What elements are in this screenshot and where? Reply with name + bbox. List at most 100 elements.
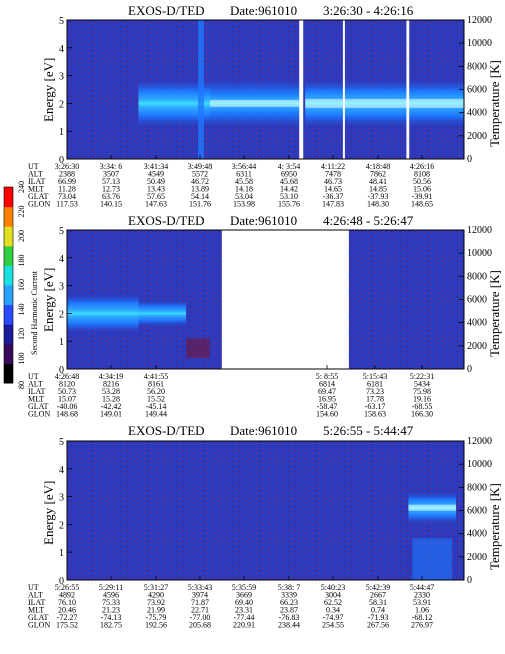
table-cell: 4892 bbox=[59, 591, 75, 600]
ytick-label: 2 bbox=[59, 99, 64, 110]
table-cell: 6181 bbox=[367, 380, 383, 389]
y2tick-label: 2000 bbox=[467, 131, 487, 142]
table-row-label: GLAT bbox=[28, 192, 49, 201]
table-cell: 148.68 bbox=[56, 410, 78, 419]
table-cell: 4: 3:54 bbox=[278, 162, 300, 171]
colorbar-swatch bbox=[4, 285, 13, 306]
colorbar-tick-label: 200 bbox=[17, 230, 26, 242]
panel-2-ylabel: Energy [eV] bbox=[41, 268, 56, 332]
panel-3-ylabel: Energy [eV] bbox=[41, 481, 56, 545]
table-cell: 151.76 bbox=[189, 200, 211, 209]
table-cell: 0.74 bbox=[371, 606, 385, 615]
data-gap bbox=[342, 19, 345, 159]
ytick-label: 3 bbox=[59, 282, 64, 293]
table-cell: 148.65 bbox=[411, 200, 433, 209]
ytick-label: 1 bbox=[59, 548, 64, 559]
colorbar-tick-label: 80 bbox=[17, 381, 26, 389]
panel-2-y2label: Temperature [K] bbox=[487, 270, 502, 357]
energy-band-peak bbox=[408, 504, 457, 511]
table-cell: 5:26:55 bbox=[55, 583, 79, 592]
table-cell: 71.87 bbox=[191, 598, 209, 607]
table-cell: 17.78 bbox=[366, 395, 384, 404]
colorbar-tick-label: 140 bbox=[17, 304, 26, 316]
table-cell: 4:41:55 bbox=[144, 372, 168, 381]
table-row-label: ILAT bbox=[28, 177, 45, 186]
ytick-label: 2 bbox=[59, 309, 64, 320]
y2tick-label: 2000 bbox=[467, 341, 487, 352]
table-cell: 3004 bbox=[325, 591, 341, 600]
table-cell: 3:34: 6 bbox=[100, 162, 122, 171]
table-cell: -42.42 bbox=[101, 402, 122, 411]
table-cell: 158.63 bbox=[364, 410, 386, 419]
table-cell: 238.44 bbox=[278, 621, 300, 630]
table-row-label: ALT bbox=[28, 380, 43, 389]
table-cell: 4:18:48 bbox=[366, 162, 390, 171]
y2tick-label: 12000 bbox=[467, 15, 492, 26]
table-cell: 5:44:47 bbox=[410, 583, 434, 592]
ytick-label: 0 bbox=[59, 365, 64, 376]
table-cell: 267.56 bbox=[367, 621, 389, 630]
ytick-label: 5 bbox=[59, 437, 64, 448]
panel-2: EXOS-D/TED Date:961010 4:26:48 - 5:26:47… bbox=[28, 213, 502, 419]
table-cell: -37.93 bbox=[368, 192, 389, 201]
table-cell: 5:42:39 bbox=[366, 583, 390, 592]
table-row-label: GLON bbox=[28, 621, 50, 630]
y2tick-label: 4000 bbox=[467, 318, 487, 329]
y2tick-label: 4000 bbox=[467, 529, 487, 540]
colorbar-tick-label: 180 bbox=[17, 255, 26, 267]
ytick-label: 0 bbox=[59, 155, 64, 166]
panel-3-plot-area bbox=[67, 441, 464, 580]
table-cell: 5:40:23 bbox=[321, 583, 345, 592]
table-cell: 53.91 bbox=[413, 598, 431, 607]
dark-patch bbox=[186, 338, 210, 358]
table-cell: 46.73 bbox=[324, 177, 342, 186]
y2tick-label: 10000 bbox=[467, 459, 492, 470]
panel-1-title: EXOS-D/TED bbox=[128, 3, 205, 18]
table-cell: 5434 bbox=[414, 380, 430, 389]
table-cell: 2667 bbox=[370, 591, 386, 600]
ytick-label: 3 bbox=[59, 493, 64, 504]
table-cell: 4:26:48 bbox=[55, 372, 79, 381]
table-row-label: MLT bbox=[28, 185, 44, 194]
ytick-label: 5 bbox=[59, 16, 64, 27]
ytick-label: 5 bbox=[59, 226, 64, 237]
table-cell: -40.06 bbox=[57, 402, 78, 411]
table-cell: 5:22:31 bbox=[410, 372, 434, 381]
table-cell: 182.75 bbox=[100, 621, 122, 630]
table-cell: 15.07 bbox=[58, 395, 76, 404]
panel-2-time-range: 4:26:48 - 5:26:47 bbox=[323, 213, 414, 228]
table-cell: 5: 8:55 bbox=[316, 372, 338, 381]
table-cell: -77.00 bbox=[190, 613, 211, 622]
colorbar-swatch bbox=[4, 206, 13, 227]
table-cell: 23.31 bbox=[235, 606, 253, 615]
colorbar-swatch bbox=[4, 324, 13, 345]
table-cell: 4:26:16 bbox=[410, 162, 434, 171]
table-row-label: ILAT bbox=[28, 598, 45, 607]
table-cell: 69.40 bbox=[235, 598, 253, 607]
ytick-label: 1 bbox=[59, 127, 64, 138]
energy-band-peak bbox=[305, 98, 464, 108]
table-cell: 53.04 bbox=[235, 192, 253, 201]
y2tick-label: 0 bbox=[467, 154, 472, 165]
panel-3-y2label: Temperature [K] bbox=[487, 483, 502, 570]
y2tick-label: 12000 bbox=[467, 436, 492, 447]
energy-band bbox=[67, 292, 139, 335]
colorbar-tick-label: 120 bbox=[17, 328, 26, 340]
table-cell: 0.34 bbox=[326, 606, 340, 615]
panel-1-ylabel: Energy [eV] bbox=[41, 58, 56, 122]
table-cell: 54.14 bbox=[191, 192, 209, 201]
colorbar-swatch bbox=[4, 265, 13, 286]
ytick-label: 2 bbox=[59, 520, 64, 531]
table-cell: 73.92 bbox=[147, 598, 165, 607]
table-cell: 3507 bbox=[103, 170, 119, 179]
panel-3-title: EXOS-D/TED bbox=[128, 423, 205, 438]
table-cell: 149.44 bbox=[145, 410, 167, 419]
table-cell: 147.63 bbox=[145, 200, 167, 209]
table-cell: 5:35:59 bbox=[232, 583, 256, 592]
table-cell: -45.14 bbox=[146, 402, 167, 411]
table-cell: 21.23 bbox=[102, 606, 120, 615]
table-cell: -71.93 bbox=[368, 613, 389, 622]
y2tick-label: 0 bbox=[467, 364, 472, 375]
y2tick-label: 8000 bbox=[467, 271, 487, 282]
table-cell: 56.20 bbox=[147, 387, 165, 396]
